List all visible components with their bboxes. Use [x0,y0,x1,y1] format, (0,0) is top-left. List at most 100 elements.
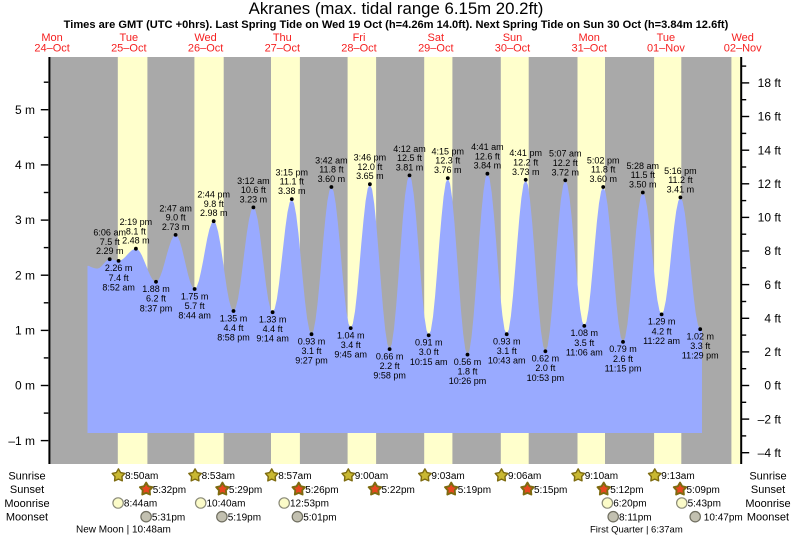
svg-text:5:09pm: 5:09pm [687,485,720,496]
svg-text:8:37 pm: 8:37 pm [140,303,173,313]
svg-text:27–Oct: 27–Oct [265,42,300,54]
svg-text:02–Nov: 02–Nov [724,42,762,54]
svg-text:3.3 ft: 3.3 ft [690,341,711,351]
svg-text:12.2 ft: 12.2 ft [553,158,579,168]
svg-text:4:41 pm: 4:41 pm [509,148,542,158]
svg-text:2:44 pm: 2:44 pm [197,190,230,200]
svg-text:Sunrise: Sunrise [749,471,786,483]
svg-text:2 m: 2 m [15,268,35,282]
svg-text:11:22 am: 11:22 am [643,336,680,346]
svg-text:3.0 ft: 3.0 ft [419,347,440,357]
svg-text:–2 ft: –2 ft [758,412,782,426]
svg-text:4.4 ft: 4.4 ft [263,324,284,334]
svg-text:3.1 ft: 3.1 ft [301,346,322,356]
svg-text:4 ft: 4 ft [764,312,781,326]
svg-text:12.0 ft: 12.0 ft [357,162,383,172]
svg-text:5:19pm: 5:19pm [458,485,491,496]
svg-text:9:13am: 9:13am [661,471,694,482]
svg-text:9:45 am: 9:45 am [334,350,367,360]
svg-text:28–Oct: 28–Oct [341,42,376,54]
svg-text:0.56 m: 0.56 m [454,357,482,367]
svg-text:4:15 pm: 4:15 pm [432,147,465,157]
svg-text:8 ft: 8 ft [764,244,781,258]
svg-text:5:32pm: 5:32pm [153,485,186,496]
svg-text:Fri: Fri [353,32,366,44]
svg-text:12:53pm: 12:53pm [290,499,329,510]
svg-text:4:12 am: 4:12 am [393,144,426,154]
svg-text:1.33 m: 1.33 m [259,315,287,325]
svg-text:10.6 ft: 10.6 ft [241,185,267,195]
svg-text:2 ft: 2 ft [764,345,781,359]
svg-text:4.4 ft: 4.4 ft [223,323,244,333]
svg-text:1.8 ft: 1.8 ft [457,367,478,377]
svg-text:–1 m: –1 m [8,434,35,448]
svg-text:26–Oct: 26–Oct [188,42,223,54]
svg-text:2.29 m: 2.29 m [96,246,124,256]
svg-text:3:12 am: 3:12 am [237,176,270,186]
svg-text:5:26pm: 5:26pm [305,485,338,496]
svg-text:9.8 ft: 9.8 ft [204,199,225,209]
svg-text:5:12pm: 5:12pm [610,485,643,496]
svg-text:5 m: 5 m [15,103,35,117]
svg-text:3.38 m: 3.38 m [278,186,306,196]
svg-text:8:58 pm: 8:58 pm [217,333,250,343]
svg-text:11:15 pm: 11:15 pm [605,363,642,373]
svg-text:0.93 m: 0.93 m [493,337,521,347]
svg-text:5:29pm: 5:29pm [229,485,262,496]
svg-text:3.41 m: 3.41 m [667,184,695,194]
svg-text:3.60 m: 3.60 m [318,174,346,184]
svg-text:3.23 m: 3.23 m [240,194,268,204]
svg-text:3.50 m: 3.50 m [629,180,657,190]
svg-text:Moonrise: Moonrise [745,498,790,510]
svg-text:3.81 m: 3.81 m [396,162,424,172]
svg-text:Thu: Thu [273,32,292,44]
svg-text:12 ft: 12 ft [758,177,782,191]
svg-text:8:57am: 8:57am [278,471,311,482]
svg-text:Mon: Mon [41,32,62,44]
svg-text:11:29 pm: 11:29 pm [682,351,719,361]
svg-text:3.1 ft: 3.1 ft [497,346,518,356]
svg-text:Tue: Tue [657,32,676,44]
svg-text:11.2 ft: 11.2 ft [668,175,693,185]
svg-text:Times are GMT (UTC +0hrs). Las: Times are GMT (UTC +0hrs). Last Spring T… [64,19,729,31]
svg-text:0.79 m: 0.79 m [609,344,637,354]
svg-text:8:44am: 8:44am [124,499,157,510]
svg-text:9.0 ft: 9.0 ft [166,213,187,223]
svg-text:30–Oct: 30–Oct [495,42,530,54]
svg-text:10 ft: 10 ft [758,211,782,225]
svg-text:16 ft: 16 ft [758,110,782,124]
svg-text:6:20pm: 6:20pm [613,499,646,510]
svg-text:8:50am: 8:50am [125,471,158,482]
svg-text:3:15 pm: 3:15 pm [276,168,309,178]
svg-text:7.5 ft: 7.5 ft [100,237,121,247]
svg-text:First Quarter | 6:37am: First Quarter | 6:37am [590,524,683,535]
svg-text:Sunset: Sunset [751,484,785,496]
svg-text:5:07 am: 5:07 am [549,149,582,159]
svg-text:3.5 ft: 3.5 ft [574,338,595,348]
svg-text:2.26 m: 2.26 m [105,263,133,273]
svg-text:1.02 m: 1.02 m [686,332,714,342]
svg-text:1.08 m: 1.08 m [571,328,599,338]
svg-text:10:40am: 10:40am [207,499,246,510]
svg-text:3.73 m: 3.73 m [512,167,540,177]
svg-text:11:06 am: 11:06 am [566,347,603,357]
svg-text:1.04 m: 1.04 m [337,330,365,340]
svg-text:Sunset: Sunset [10,484,44,496]
svg-text:3:46 pm: 3:46 pm [354,153,387,163]
svg-text:2:19 pm: 2:19 pm [120,217,153,227]
svg-text:9:58 pm: 9:58 pm [373,371,406,381]
svg-text:1.35 m: 1.35 m [220,313,248,323]
svg-text:11.5 ft: 11.5 ft [631,170,656,180]
svg-text:10:15 am: 10:15 am [410,357,448,367]
svg-text:0.62 m: 0.62 m [532,354,560,364]
svg-text:4 m: 4 m [15,158,35,172]
svg-text:5:02 pm: 5:02 pm [587,155,620,165]
svg-text:6.2 ft: 6.2 ft [146,294,167,304]
svg-text:Tue: Tue [120,32,139,44]
svg-text:5:19pm: 5:19pm [228,512,261,523]
svg-text:4.2 ft: 4.2 ft [652,326,673,336]
svg-text:7.4 ft: 7.4 ft [109,273,130,283]
svg-text:Mon: Mon [578,32,599,44]
svg-text:2.6 ft: 2.6 ft [613,354,634,364]
svg-text:2.73 m: 2.73 m [162,222,190,232]
